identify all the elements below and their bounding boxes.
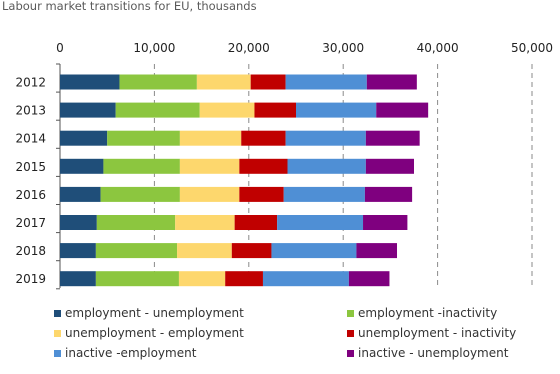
bar-segment — [179, 158, 240, 174]
bar-segment — [177, 243, 232, 259]
bar-segment — [60, 271, 96, 287]
bar-segment — [250, 74, 286, 90]
bar-segment — [60, 74, 120, 90]
gridlines — [153, 64, 533, 288]
x-tick-label: 0 — [56, 41, 64, 55]
x-tick-label: 30,000 — [322, 41, 364, 55]
bar-segment — [376, 102, 429, 118]
bar-segment — [365, 158, 414, 174]
y-category-label: 2015 — [15, 160, 46, 174]
bar-segment — [283, 186, 365, 202]
bar-segment — [60, 102, 116, 118]
bar-segment — [231, 243, 272, 259]
bar-segment — [239, 186, 284, 202]
bar-segment — [287, 158, 366, 174]
bar-segment — [254, 102, 296, 118]
y-category-label: 2012 — [15, 76, 46, 90]
x-tick-label: 40,000 — [417, 41, 459, 55]
bar-segment — [365, 130, 420, 146]
y-category-label: 2019 — [15, 272, 46, 286]
y-category-label: 2016 — [15, 188, 46, 202]
y-category-label: 2017 — [15, 216, 46, 230]
bars — [60, 74, 429, 287]
bar-segment — [107, 130, 180, 146]
x-tick-label: 10,000 — [133, 41, 175, 55]
y-category-label: 2014 — [15, 132, 46, 146]
bar-segment — [119, 74, 197, 90]
bar-segment — [199, 102, 255, 118]
bar-segment — [271, 243, 357, 259]
bar-segment — [363, 215, 408, 230]
bar-segment — [262, 271, 349, 287]
bar-segment — [96, 215, 176, 230]
bar-segment — [234, 215, 278, 230]
bar-segment — [60, 158, 104, 174]
bar-segment — [95, 271, 179, 287]
bar-segment — [277, 215, 364, 230]
bar-segment — [178, 271, 226, 287]
bar-segment — [296, 102, 377, 118]
bar-segment — [239, 158, 288, 174]
bar-segment — [95, 243, 178, 259]
x-axis: 0 10,000 20,000 30,000 40,000 50,000 — [56, 41, 553, 290]
bar-segment — [366, 74, 417, 90]
bar-segment — [241, 130, 286, 146]
y-axis-labels: 2012 2013 2014 2015 2016 2017 2018 2019 — [15, 76, 46, 287]
bar-segment — [60, 130, 108, 146]
bar-segment — [348, 271, 390, 287]
bar-segment — [60, 215, 97, 230]
x-tick-label: 20,000 — [228, 41, 270, 55]
chart-title: Labour market transitions for EU, thousa… — [2, 0, 257, 13]
bar-segment — [285, 130, 366, 146]
bar-segment — [60, 243, 96, 259]
y-category-label: 2013 — [15, 104, 46, 118]
bar-segment — [115, 102, 200, 118]
bar-segment — [179, 186, 240, 202]
x-tick-label: 50,000 — [511, 41, 553, 55]
bar-segment — [356, 243, 398, 259]
bar-segment — [179, 130, 242, 146]
bar-segment — [285, 74, 367, 90]
bar-segment — [364, 186, 413, 202]
bar-segment — [175, 215, 235, 230]
bar-segment — [196, 74, 251, 90]
bar-segment — [100, 186, 180, 202]
y-category-label: 2018 — [15, 244, 46, 258]
bar-segment — [225, 271, 263, 287]
bar-segment — [60, 186, 101, 202]
bar-segment — [103, 158, 180, 174]
